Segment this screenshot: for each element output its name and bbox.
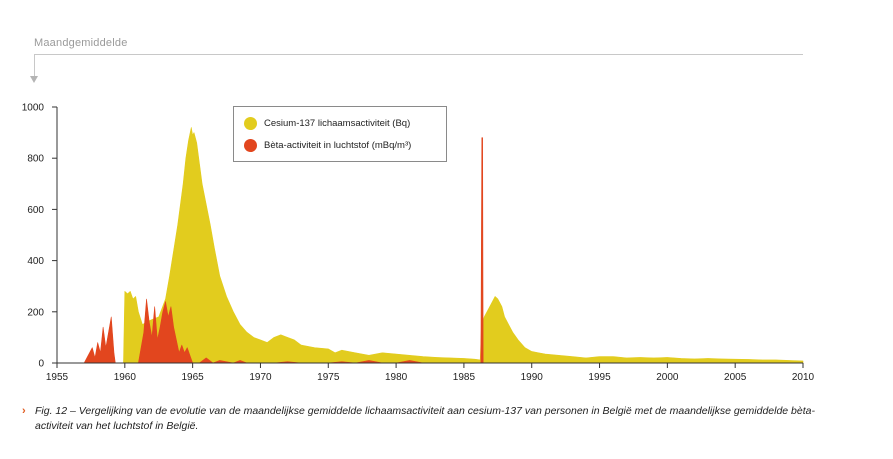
figure-caption: › Fig. 12 – Vergelijking van de evolutie… bbox=[22, 404, 832, 434]
x-tick-label-2000: 2000 bbox=[656, 372, 679, 383]
y-tick-label-800: 800 bbox=[27, 154, 44, 165]
caption-chevron-icon: › bbox=[22, 405, 26, 417]
y-tick-label-600: 600 bbox=[27, 205, 44, 216]
legend-item-cesium: Cesium-137 lichaamsactiviteit (Bq) bbox=[244, 115, 410, 131]
x-tick-label-1995: 1995 bbox=[588, 372, 611, 383]
legend-label-beta: Bèta-activiteit in luchtstof (mBq/m³) bbox=[264, 139, 412, 151]
x-tick-label-1960: 1960 bbox=[114, 372, 137, 383]
x-tick-label-2010: 2010 bbox=[792, 372, 815, 383]
header-arrow-stem bbox=[34, 54, 35, 78]
legend-swatch-beta bbox=[244, 138, 257, 152]
y-tick-label-400: 400 bbox=[27, 256, 44, 267]
legend-label-cesium: Cesium-137 lichaamsactiviteit (Bq) bbox=[264, 117, 411, 129]
x-tick-label-1990: 1990 bbox=[521, 372, 544, 383]
series-layer bbox=[83, 127, 804, 364]
legend-swatch-cesium bbox=[244, 116, 257, 130]
chart-legend: Cesium-137 lichaamsactiviteit (Bq) Bèta-… bbox=[233, 106, 447, 162]
caption-text: Fig. 12 – Vergelijking van de evolutie v… bbox=[35, 405, 815, 432]
axes-layer: 0 200 400 600 800 1000 1955 1960 1965 1970 1975 198… bbox=[22, 103, 815, 384]
y-tick-label-1000: 1000 bbox=[22, 103, 45, 114]
series-area-cesium bbox=[123, 127, 804, 364]
x-tick-label-1970: 1970 bbox=[249, 372, 272, 383]
x-tick-label-1955: 1955 bbox=[46, 372, 69, 383]
x-tick-label-1975: 1975 bbox=[317, 372, 340, 383]
header-rule bbox=[34, 54, 803, 55]
y-tick-label-200: 200 bbox=[27, 307, 44, 318]
y-tick-label-0: 0 bbox=[38, 359, 44, 370]
legend-item-beta: Bèta-activiteit in luchtstof (mBq/m³) bbox=[244, 137, 411, 153]
area-chart: 0 200 400 600 800 1000 1955 1960 1965 1970 1975 198… bbox=[22, 103, 815, 384]
x-tick-label-1985: 1985 bbox=[453, 372, 476, 383]
x-tick-label-1965: 1965 bbox=[182, 372, 205, 383]
down-arrow-icon bbox=[30, 76, 38, 83]
x-tick-label-1980: 1980 bbox=[385, 372, 408, 383]
y-unit-label: Maandgemiddelde bbox=[34, 37, 128, 49]
x-tick-label-2005: 2005 bbox=[724, 372, 747, 383]
